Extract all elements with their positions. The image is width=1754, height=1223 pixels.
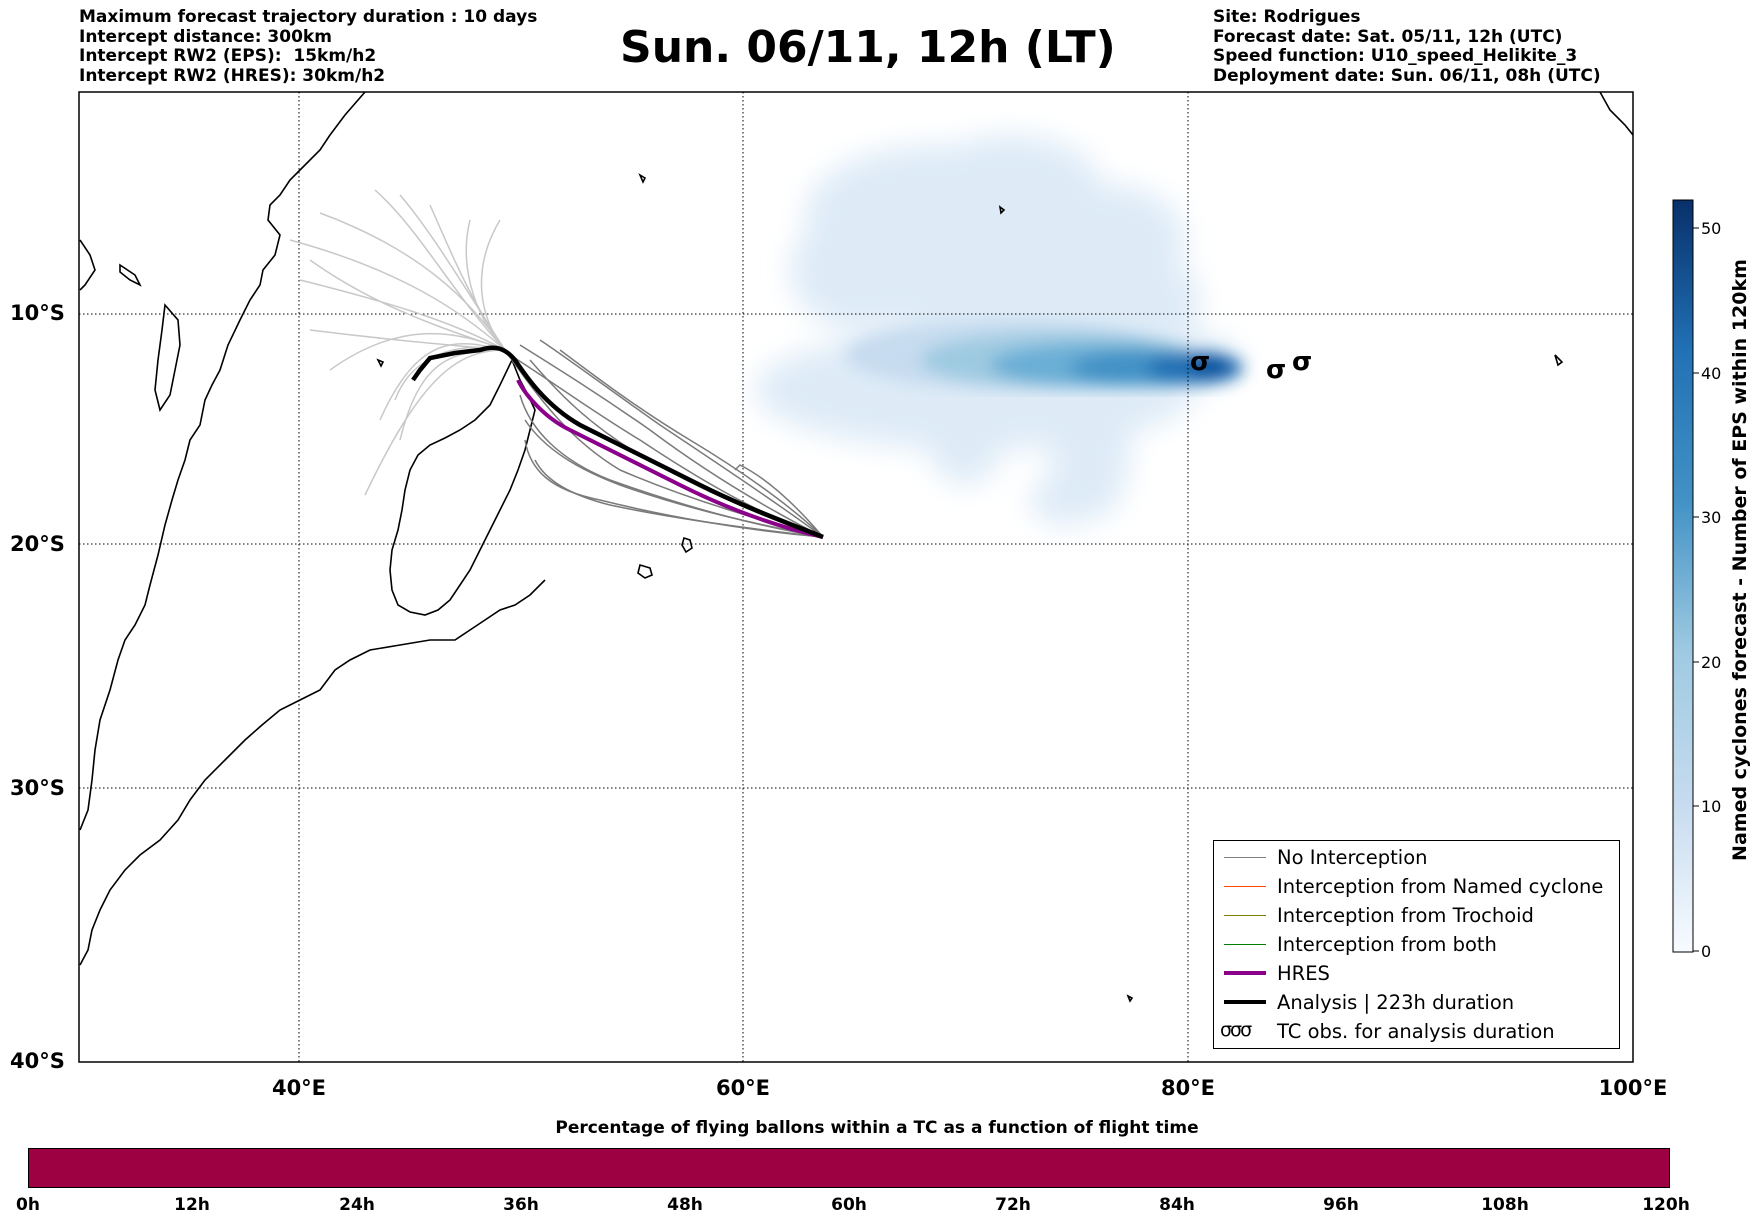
legend-item-named-cyclone: Interception from Named cyclone — [1214, 872, 1619, 900]
header-right-line: Speed function: U10_speed_Helikite_3 — [1213, 46, 1578, 66]
colorbar-tick-label: 20 — [1701, 653, 1721, 672]
colorbar-label: Named cyclones forecast - Number of EPS … — [1729, 259, 1751, 861]
africa-south-coastline — [79, 579, 546, 966]
bottom-tick: 0h — [16, 1195, 40, 1215]
bottom-tick: 108h — [1481, 1195, 1529, 1215]
legend-label: HRES — [1277, 962, 1330, 985]
legend-item-analysis: Analysis | 223h duration — [1214, 988, 1619, 1016]
header-left-line: Maximum forecast trajectory duration : 1… — [79, 7, 538, 27]
bottom-tick: 84h — [1159, 1195, 1195, 1215]
sumatra-tip — [1554, 354, 1564, 367]
tc-obs-marker: σ — [1266, 355, 1286, 385]
header-right-line: Site: Rodrigues — [1213, 7, 1361, 27]
legend-label: Interception from Trochoid — [1277, 904, 1534, 927]
colorbar-tick-label: 0 — [1701, 942, 1711, 961]
header-left-line: Intercept RW2 (HRES): 30km/h2 — [79, 65, 386, 86]
analysis-trajectory — [411, 345, 824, 540]
header-right-line: Forecast date: Sat. 05/11, 12h (UTC) — [1213, 26, 1563, 47]
header-right-line: Deployment date: Sun. 06/11, 08h (UTC) — [1213, 65, 1601, 86]
legend-swatch — [1224, 1000, 1266, 1004]
cyclone-density-field — [755, 135, 1243, 525]
legend-label: Analysis | 223h duration — [1277, 991, 1515, 1014]
legend-label: No Interception — [1277, 846, 1428, 869]
africa-west-edge — [79, 239, 96, 291]
bottom-tick: 48h — [667, 1195, 703, 1215]
madagascar-coastline — [389, 358, 536, 616]
coastlines — [79, 92, 1633, 1003]
header-info-right: Site: Rodrigues Forecast date: Sat. 05/1… — [1213, 7, 1601, 86]
colorbar — [1672, 199, 1694, 953]
bottom-bar-title: Percentage of flying ballons within a TC… — [555, 1118, 1199, 1138]
colorbar-tick-label: 40 — [1701, 364, 1721, 383]
bottom-tick: 72h — [995, 1195, 1031, 1215]
legend-label: Interception from Named cyclone — [1277, 875, 1604, 898]
bottom-tick: 60h — [831, 1195, 867, 1215]
ensemble-trajectories-late — [289, 189, 506, 496]
map-title: Sun. 06/11, 12h (LT) — [620, 22, 1116, 73]
graticule — [79, 92, 1633, 1062]
bottom-tick: 120h — [1642, 1195, 1690, 1215]
legend-item-no-interception: No Interception — [1214, 843, 1619, 871]
tc-obs-glyph: σσσ — [1220, 1019, 1252, 1041]
legend-swatch — [1224, 944, 1266, 945]
lon-label: 100°E — [1599, 1076, 1668, 1100]
header-info-left: Maximum forecast trajectory duration : 1… — [79, 7, 538, 86]
map-frame — [78, 91, 1634, 1063]
tc-obs-marker: σ — [1292, 347, 1312, 377]
legend-swatch — [1224, 886, 1266, 887]
legend-item-trochoid: Interception from Trochoid — [1214, 901, 1619, 929]
legend-item-tc-obs: σσσ TC obs. for analysis duration — [1214, 1017, 1619, 1045]
seychelles — [638, 173, 647, 184]
indonesia-corner — [1599, 92, 1633, 136]
lat-label: 40°S — [10, 1049, 65, 1073]
header-left-line: Intercept distance: 300km — [79, 26, 332, 47]
bottom-tick: 24h — [339, 1195, 375, 1215]
legend-item-hres: HRES — [1214, 959, 1619, 987]
lake-tanganyika — [119, 263, 142, 287]
tc-observations: σ σ σ — [1190, 347, 1312, 385]
ensemble-trajectories — [504, 339, 824, 538]
lat-label: 10°S — [10, 301, 65, 325]
bottom-tick: 12h — [174, 1195, 210, 1215]
lat-label: 30°S — [10, 776, 65, 800]
legend-label: TC obs. for analysis duration — [1277, 1020, 1555, 1043]
colorbar-tick-label: 30 — [1701, 508, 1721, 527]
island-mauritius — [681, 536, 693, 554]
percentage-bar — [28, 1148, 1670, 1188]
colorbar-tick-label: 10 — [1701, 797, 1721, 816]
legend-swatch — [1224, 857, 1266, 858]
colorbar-ticks — [1693, 227, 1699, 952]
legend-label: Interception from both — [1277, 933, 1497, 956]
legend-item-both: Interception from both — [1214, 930, 1619, 958]
comoros — [376, 358, 385, 368]
chagos-dot — [998, 205, 1006, 215]
legend-swatch — [1224, 915, 1266, 916]
lon-label: 80°E — [1161, 1076, 1215, 1100]
colorbar-tick-label: 50 — [1701, 219, 1721, 238]
lon-label: 60°E — [716, 1076, 770, 1100]
island-reunion — [637, 563, 653, 579]
lat-label: 20°S — [10, 532, 65, 556]
header-left-line: Intercept RW2 (EPS): 15km/h2 — [79, 46, 377, 66]
kerguelen-dot — [1126, 994, 1134, 1003]
legend-swatch — [1224, 971, 1266, 975]
bottom-tick: 96h — [1323, 1195, 1359, 1215]
legend: No Interception Interception from Named … — [1213, 840, 1620, 1049]
lon-label: 40°E — [272, 1076, 326, 1100]
africa-coastline — [79, 92, 366, 831]
map-content: σ σ σ — [79, 92, 1633, 1062]
lake-malawi — [154, 303, 181, 412]
bottom-tick: 36h — [503, 1195, 539, 1215]
hres-trajectory — [516, 379, 824, 539]
tc-obs-marker: σ — [1190, 347, 1210, 377]
